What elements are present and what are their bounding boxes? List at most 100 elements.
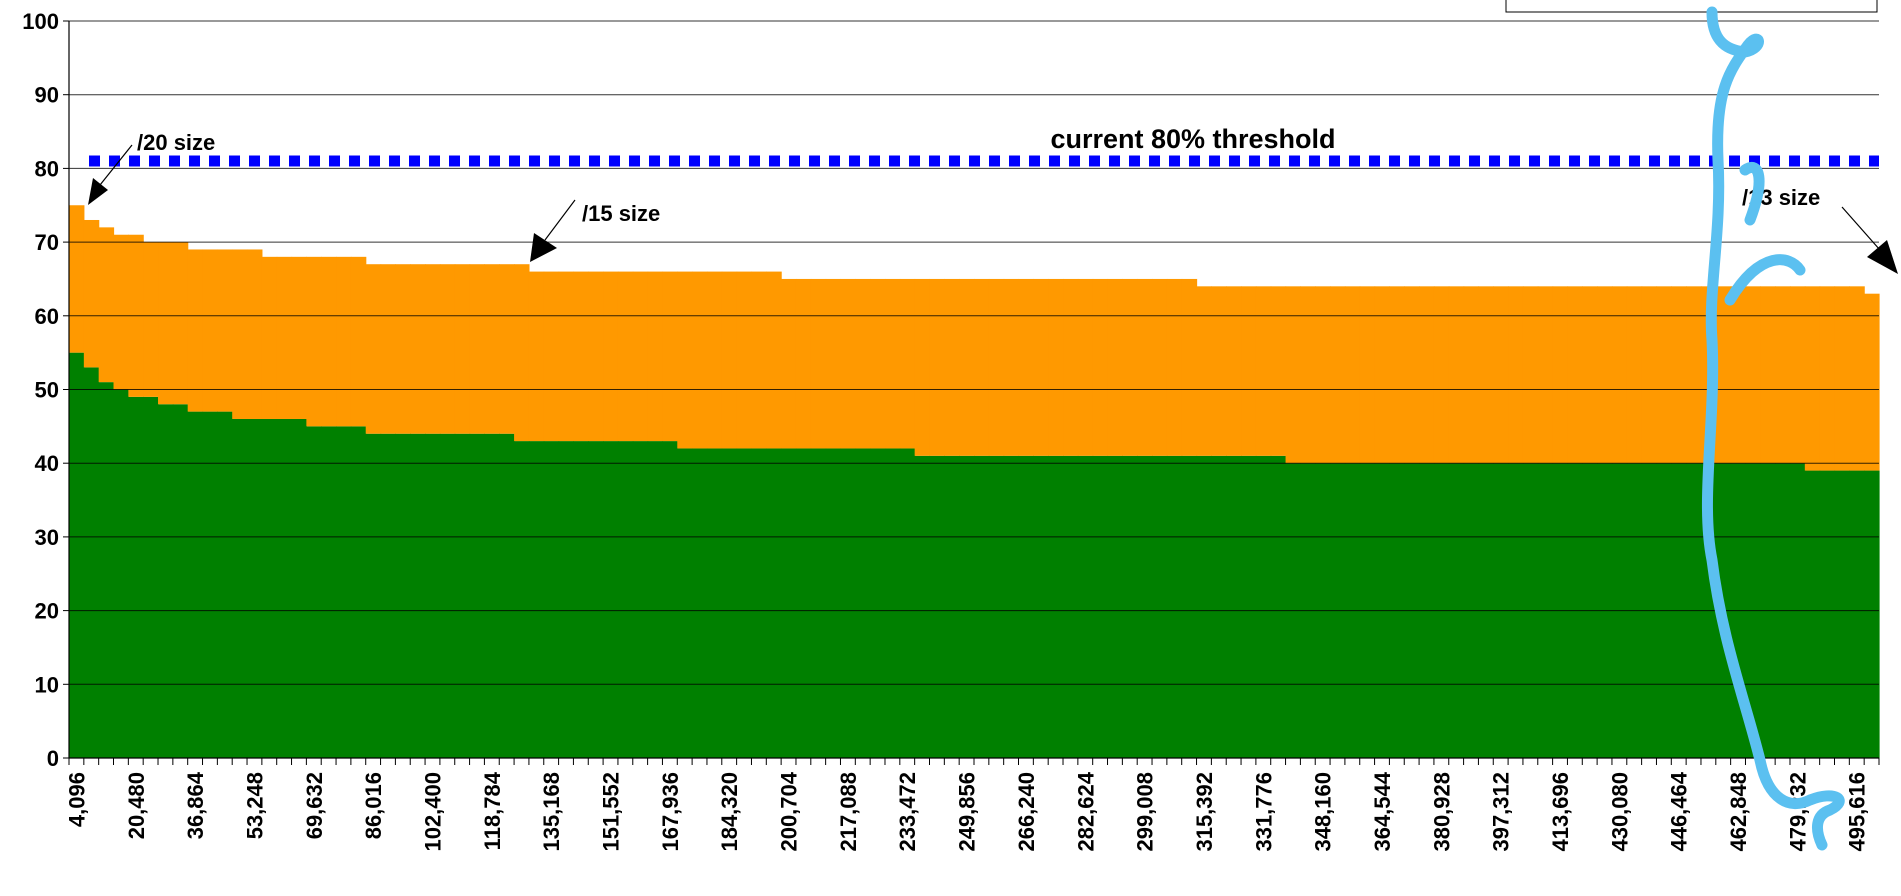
area-segment (751, 272, 766, 449)
area-segment (1241, 456, 1256, 758)
area-segment (826, 448, 841, 758)
area-segment (677, 272, 692, 449)
area-segment (1642, 286, 1657, 463)
area-segment (1864, 294, 1879, 471)
area-segment (1478, 286, 1493, 463)
area-segment (1167, 279, 1182, 456)
y-tick-label: 100 (22, 9, 59, 34)
area-segment (1211, 286, 1226, 456)
area-segment (662, 441, 677, 758)
area-segment (1449, 286, 1464, 463)
chart: 01020304050607080901004,09620,48036,8645… (0, 0, 1901, 896)
area-segment (425, 264, 440, 434)
area-segment (1790, 286, 1805, 463)
area-segment (974, 456, 989, 758)
area-segment (840, 448, 855, 758)
area-segment (455, 264, 470, 434)
area-segment (811, 279, 826, 449)
area-segment (1597, 286, 1612, 463)
threshold-label: current 80% threshold (1050, 124, 1335, 154)
area-segment (1093, 456, 1108, 758)
area-segment (559, 441, 574, 758)
area-segment (351, 257, 366, 427)
area-segment (410, 264, 425, 434)
area-segment (173, 242, 188, 404)
area-segment (84, 367, 99, 758)
area-segment (1671, 286, 1686, 463)
area-segment (1137, 456, 1152, 758)
area-segment (321, 426, 336, 758)
y-tick-label: 90 (35, 83, 59, 108)
area-segment (1686, 286, 1701, 463)
area-segment (544, 272, 559, 442)
area-segment (737, 272, 752, 449)
x-tick-label: 348,160 (1311, 772, 1336, 852)
area-segment (351, 426, 366, 758)
y-tick-label: 20 (35, 599, 59, 624)
area-segment (1226, 456, 1241, 758)
area-segment (381, 264, 396, 434)
area-segment (929, 279, 944, 456)
legend-box (1506, 0, 1877, 12)
area-segment (143, 242, 158, 397)
area-segment (292, 419, 307, 758)
area-segment (1627, 286, 1642, 463)
x-tick-label: 233,472 (895, 772, 920, 852)
area-segment (188, 249, 203, 411)
area-segment (840, 279, 855, 449)
area-segment (989, 456, 1004, 758)
area-segment (1093, 279, 1108, 456)
area-segment (366, 264, 381, 434)
area-segment (1256, 456, 1271, 758)
area-segment (1731, 286, 1746, 463)
area-segment (915, 456, 930, 758)
x-tick-label: 53,248 (242, 772, 267, 839)
area-segment (900, 448, 915, 758)
area-segment (1538, 286, 1553, 463)
area-segment (99, 227, 114, 382)
area-segment (722, 448, 737, 758)
area-segment (306, 257, 321, 427)
x-tick-label: 69,632 (302, 772, 327, 839)
area-segment (1108, 279, 1123, 456)
area-segment (1122, 279, 1137, 456)
area-segment (217, 249, 232, 411)
area-segment (1182, 456, 1197, 758)
area-segment (1820, 471, 1835, 758)
area-segment (262, 257, 277, 419)
area-segment (959, 279, 974, 456)
area-segment (321, 257, 336, 427)
area-segment (1152, 279, 1167, 456)
area-segment (277, 419, 292, 758)
area-segment (514, 441, 529, 758)
y-tick-label: 40 (35, 451, 59, 476)
annotation-arrow-head (88, 178, 108, 205)
area-segment (306, 426, 321, 758)
area-segment (781, 448, 796, 758)
area-segment (99, 382, 114, 758)
area-segment (944, 456, 959, 758)
area-segment (247, 249, 262, 419)
area-segment (751, 448, 766, 758)
area-segment (1760, 286, 1775, 463)
area-segment (544, 441, 559, 758)
area-segment (529, 272, 544, 442)
area-segment (766, 448, 781, 758)
y-tick-label: 80 (35, 156, 59, 181)
area-segment (336, 257, 351, 427)
area-segment (989, 279, 1004, 456)
area-segment (366, 434, 381, 758)
area-segment (1019, 279, 1034, 456)
x-tick-label: 479,232 (1785, 772, 1810, 852)
x-tick-label: 266,240 (1014, 772, 1039, 852)
area-segment (1004, 279, 1019, 456)
area-segment (1137, 279, 1152, 456)
area-segment (1849, 286, 1864, 470)
area-segment (232, 249, 247, 419)
area-segment (277, 257, 292, 419)
area-segment (974, 279, 989, 456)
area-segment (959, 456, 974, 758)
area-segment (1582, 286, 1597, 463)
area-segment (588, 272, 603, 442)
area-segment (455, 434, 470, 758)
